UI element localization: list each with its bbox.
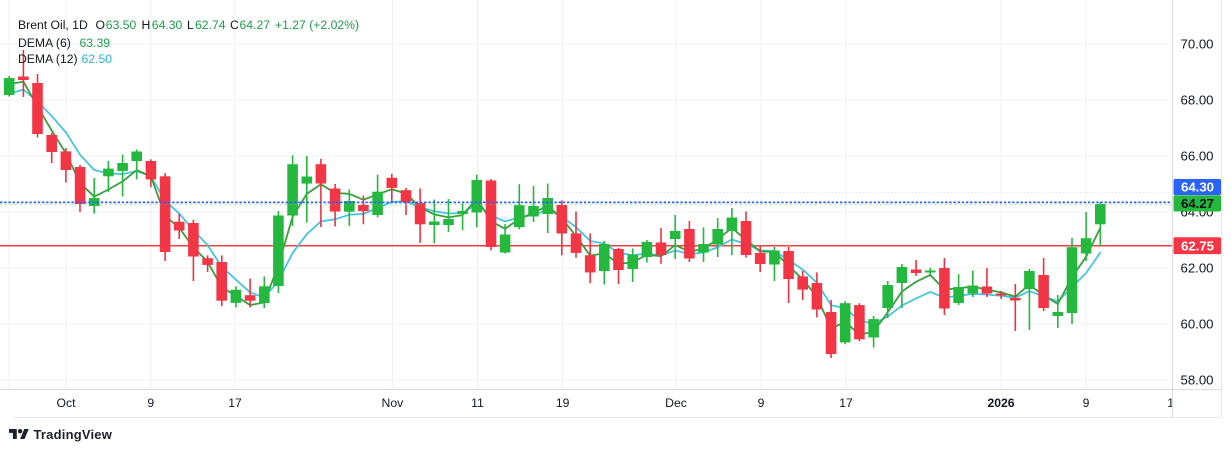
svg-text:62.74: 62.74 xyxy=(195,18,226,32)
svg-text:Oct: Oct xyxy=(57,396,77,410)
svg-text:TradingView: TradingView xyxy=(34,427,113,442)
svg-text:62.50: 62.50 xyxy=(82,52,113,66)
svg-text:Dec: Dec xyxy=(665,396,687,410)
svg-text:O: O xyxy=(96,18,105,32)
svg-text:70.00: 70.00 xyxy=(1180,37,1213,52)
svg-text:62.00: 62.00 xyxy=(1180,261,1213,276)
svg-text:L: L xyxy=(187,18,194,32)
svg-text:64.30: 64.30 xyxy=(1181,180,1214,195)
svg-text:17: 17 xyxy=(839,396,853,410)
svg-text:2026: 2026 xyxy=(987,396,1014,410)
svg-text:H: H xyxy=(142,18,151,32)
svg-text:Nov: Nov xyxy=(382,396,405,410)
svg-text:58.00: 58.00 xyxy=(1180,373,1213,388)
svg-text:64.30: 64.30 xyxy=(152,18,183,32)
svg-text:64.27: 64.27 xyxy=(1181,196,1214,211)
svg-text:60.00: 60.00 xyxy=(1180,317,1213,332)
svg-text:Brent Oil, 1D: Brent Oil, 1D xyxy=(18,18,88,32)
svg-text:62.75: 62.75 xyxy=(1181,238,1214,253)
svg-text:64.27: 64.27 xyxy=(240,18,271,32)
svg-text:+1.27 (+2.02%): +1.27 (+2.02%) xyxy=(275,18,359,32)
svg-text:17: 17 xyxy=(228,396,242,410)
svg-text:9: 9 xyxy=(147,396,154,410)
svg-text:19: 19 xyxy=(1167,396,1181,410)
svg-text:9: 9 xyxy=(1083,396,1090,410)
svg-text:9: 9 xyxy=(758,396,765,410)
svg-text:DEMA (12): DEMA (12) xyxy=(18,52,78,66)
svg-text:63.50: 63.50 xyxy=(106,18,137,32)
svg-text:68.00: 68.00 xyxy=(1180,93,1213,108)
svg-text:19: 19 xyxy=(556,396,570,410)
svg-text:66.00: 66.00 xyxy=(1180,149,1213,164)
svg-text:DEMA (6): DEMA (6) xyxy=(18,36,71,50)
svg-text:11: 11 xyxy=(471,396,484,410)
svg-text:C: C xyxy=(230,18,239,32)
svg-text:63.39: 63.39 xyxy=(80,36,111,50)
